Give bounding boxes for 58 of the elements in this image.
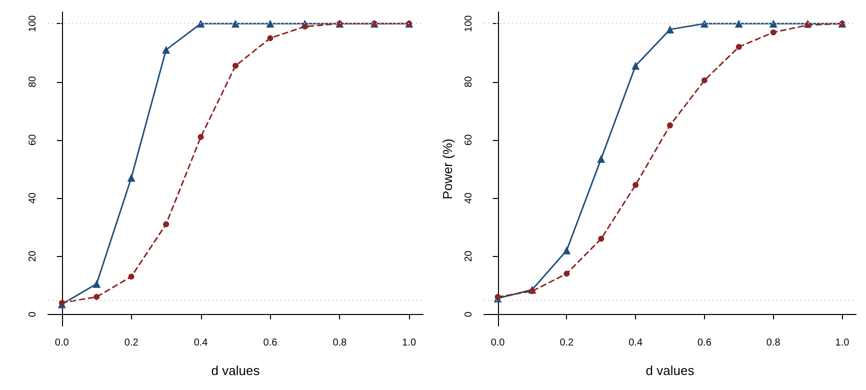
- point: [494, 294, 501, 300]
- point: [162, 46, 170, 54]
- point: [769, 20, 778, 28]
- x-axis-title: d values: [211, 363, 260, 378]
- point: [92, 280, 101, 288]
- x-tick-label: 0.0: [54, 338, 70, 348]
- x-tick-label: 0.6: [263, 338, 278, 348]
- point: [94, 294, 100, 300]
- y-tick-label: 100: [464, 14, 474, 32]
- x-tick-label: 1.0: [402, 338, 416, 348]
- y-tick-label: 40: [464, 192, 474, 204]
- point: [564, 270, 570, 277]
- point: [632, 62, 640, 70]
- y-tick-label: 80: [28, 76, 38, 88]
- point: [632, 182, 639, 188]
- x-tick-label: 0.4: [628, 338, 643, 348]
- point: [598, 236, 604, 242]
- point: [302, 24, 308, 30]
- y-tick-label: 0: [28, 311, 38, 318]
- point: [734, 20, 743, 28]
- point: [232, 20, 240, 28]
- point: [667, 122, 673, 128]
- y-tick-label: 60: [464, 134, 474, 146]
- point: [597, 154, 606, 163]
- x-tick-label: 0.2: [124, 338, 139, 348]
- point: [770, 29, 776, 36]
- y-axis-title: Power (%): [440, 138, 455, 200]
- point: [736, 44, 742, 50]
- y-tick-label: 20: [464, 250, 474, 262]
- point: [128, 274, 134, 280]
- point: [666, 25, 674, 34]
- point: [127, 174, 136, 182]
- point: [58, 300, 65, 306]
- x-tick-label: 0.8: [766, 338, 781, 348]
- point: [196, 20, 205, 28]
- point: [701, 77, 708, 84]
- x-tick-label: 1.0: [835, 338, 850, 348]
- point: [198, 134, 204, 140]
- point: [804, 22, 811, 28]
- x-tick-label: 0.0: [490, 338, 506, 348]
- y-tick-label: 20: [28, 250, 38, 262]
- point: [266, 20, 274, 28]
- y-tick-label: 40: [28, 192, 38, 204]
- point: [267, 35, 274, 42]
- x-tick-label: 0.4: [194, 338, 208, 348]
- y-tick-label: 60: [28, 134, 38, 146]
- y-tick-label: 80: [464, 76, 474, 88]
- point: [232, 62, 238, 69]
- x-tick-label: 0.6: [697, 338, 712, 348]
- point: [529, 288, 536, 294]
- x-tick-label: 0.2: [560, 338, 574, 348]
- x-axis-title: d values: [646, 363, 695, 378]
- point: [562, 246, 571, 254]
- x-tick-label: 0.8: [332, 338, 348, 348]
- y-tick-label: 100: [28, 14, 38, 32]
- point: [163, 221, 170, 228]
- y-tick-label: 0: [464, 311, 474, 318]
- point: [700, 20, 708, 28]
